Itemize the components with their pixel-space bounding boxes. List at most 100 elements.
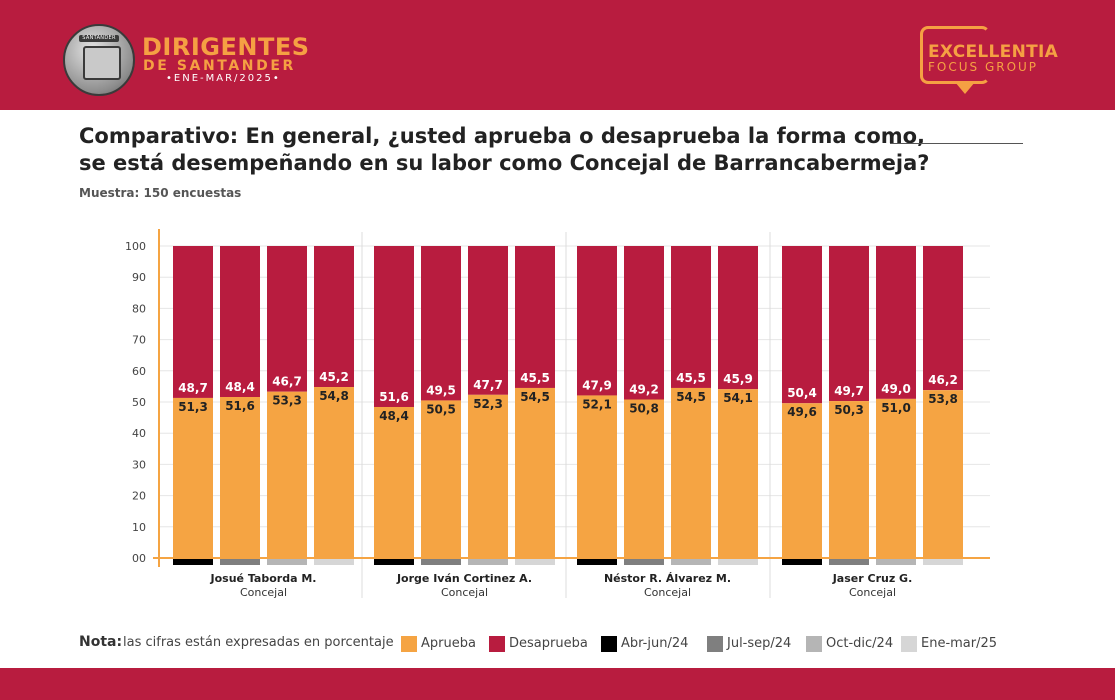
bar-desaprueba — [923, 246, 963, 391]
legend-item-aprueba: Aprueba — [401, 635, 476, 652]
bar-desaprueba — [173, 246, 213, 398]
data-label-aprueba: 51,6 — [225, 399, 255, 413]
period-marker — [421, 559, 461, 565]
bar-desaprueba — [876, 246, 916, 399]
bar-desaprueba — [468, 246, 508, 395]
legend-swatch-abr-jun24 — [601, 636, 617, 652]
legend-swatch-desaprueba — [489, 636, 505, 652]
bar-aprueba — [173, 397, 213, 558]
period-marker — [515, 559, 555, 565]
building-icon — [83, 46, 121, 80]
period-marker — [923, 559, 963, 565]
data-label-desaprueba: 49,5 — [426, 383, 456, 397]
header-band — [0, 0, 1115, 110]
data-label-desaprueba: 46,2 — [928, 373, 958, 387]
y-tick-label: 30 — [132, 458, 146, 471]
legend-swatch-aprueba — [401, 636, 417, 652]
category-sublabel: Concejal — [644, 586, 691, 599]
data-label-desaprueba: 49,2 — [629, 383, 659, 397]
y-tick-label: 100 — [125, 240, 146, 253]
category-label: Jaser Cruz G. — [832, 572, 913, 585]
excellentia-logo-title: EXCELLENTIA — [928, 42, 1059, 62]
category-label: Jorge Iván Cortinez A. — [396, 572, 532, 585]
legend-item-abr-jun24: Abr-jun/24 — [601, 635, 689, 652]
sample-size: Muestra: 150 encuestas — [79, 186, 242, 200]
data-label-desaprueba: 46,7 — [272, 375, 302, 389]
y-tick-label: 90 — [132, 271, 146, 284]
bar-aprueba — [515, 387, 555, 558]
data-label-aprueba: 52,3 — [473, 397, 503, 411]
y-tick-label: 70 — [132, 334, 146, 347]
data-label-aprueba: 52,1 — [582, 397, 612, 411]
data-label-desaprueba: 45,5 — [520, 371, 550, 385]
category-sublabel: Concejal — [240, 586, 287, 599]
bar-aprueba — [267, 391, 307, 558]
legend: Nota: las cifras están expresadas en por… — [79, 633, 1079, 653]
legend-label-jul-sep24: Jul-sep/24 — [727, 636, 792, 651]
bar-desaprueba — [421, 246, 461, 401]
data-label-aprueba: 50,5 — [426, 402, 456, 416]
data-label-desaprueba: 45,2 — [319, 370, 349, 384]
data-label-aprueba: 51,3 — [178, 400, 208, 414]
category-label: Néstor R. Álvarez M. — [604, 572, 731, 585]
seal-text: SANTANDER — [82, 35, 116, 41]
legend-swatch-jul-sep24 — [707, 636, 723, 652]
santander-seal-logo: SANTANDER — [63, 24, 135, 96]
y-tick-label: 10 — [132, 521, 146, 534]
period-marker — [374, 559, 414, 565]
data-label-desaprueba: 48,4 — [225, 380, 255, 394]
data-label-aprueba: 48,4 — [379, 409, 409, 423]
bar-aprueba — [624, 399, 664, 558]
data-label-aprueba: 54,8 — [319, 389, 349, 403]
period-marker — [718, 559, 758, 565]
bar-desaprueba — [314, 246, 354, 388]
data-label-desaprueba: 47,7 — [473, 378, 503, 392]
period-marker — [876, 559, 916, 565]
legend-label-desaprueba: Desaprueba — [509, 636, 588, 651]
legend-label-ene-mar25: Ene-mar/25 — [921, 636, 998, 651]
data-label-desaprueba: 49,7 — [834, 384, 864, 398]
stacked-bar-chart: 00 10 20 30 40 50 60 70 80 90 100 48,7 51,3 48,4 51,6 4… — [125, 229, 990, 599]
bar-aprueba — [374, 406, 414, 558]
period-marker — [577, 559, 617, 565]
bar-desaprueba — [515, 246, 555, 388]
bar-desaprueba — [374, 246, 414, 407]
note-label: Nota: — [79, 634, 123, 650]
period-marker — [267, 559, 307, 565]
data-label-desaprueba: 45,5 — [676, 371, 706, 385]
period-marker — [624, 559, 664, 565]
y-tick-label: 40 — [132, 427, 146, 440]
question-line-2: se está desempeñando en su labor como Co… — [79, 151, 930, 175]
y-tick-label: 00 — [132, 552, 146, 565]
data-label-desaprueba: 48,7 — [178, 381, 208, 395]
data-label-aprueba: 54,5 — [676, 390, 706, 404]
legend-swatch-ene-mar25 — [901, 636, 917, 652]
data-label-desaprueba: 49,0 — [881, 382, 911, 396]
y-tick-label: 60 — [132, 365, 146, 378]
y-tick-label: 50 — [132, 396, 146, 409]
data-label-aprueba: 50,8 — [629, 402, 659, 416]
bar-aprueba — [782, 403, 822, 558]
period-marker — [829, 559, 869, 565]
bar-aprueba — [923, 390, 963, 558]
legend-item-ene-mar25: Ene-mar/25 — [901, 635, 998, 652]
bar-aprueba — [876, 398, 916, 558]
data-label-aprueba: 50,3 — [834, 403, 864, 417]
brand-period: •ENE-MAR/2025• — [166, 73, 281, 84]
speech-bubble-tail-icon — [955, 82, 975, 94]
bar-desaprueba — [624, 246, 664, 400]
y-tick-label: 80 — [132, 302, 146, 315]
legend-item-desaprueba: Desaprueba — [489, 635, 588, 652]
data-label-desaprueba: 47,9 — [582, 378, 612, 392]
bar-aprueba — [577, 395, 617, 558]
bar-aprueba — [220, 397, 260, 558]
y-tick-label: 20 — [132, 490, 146, 503]
category-sublabel: Concejal — [441, 586, 488, 599]
data-label-aprueba: 54,1 — [723, 391, 753, 405]
legend-label-abr-jun24: Abr-jun/24 — [621, 636, 689, 651]
period-marker — [220, 559, 260, 565]
bar-desaprueba — [267, 246, 307, 392]
period-marker — [314, 559, 354, 565]
period-marker — [468, 559, 508, 565]
data-label-aprueba: 53,8 — [928, 392, 958, 406]
